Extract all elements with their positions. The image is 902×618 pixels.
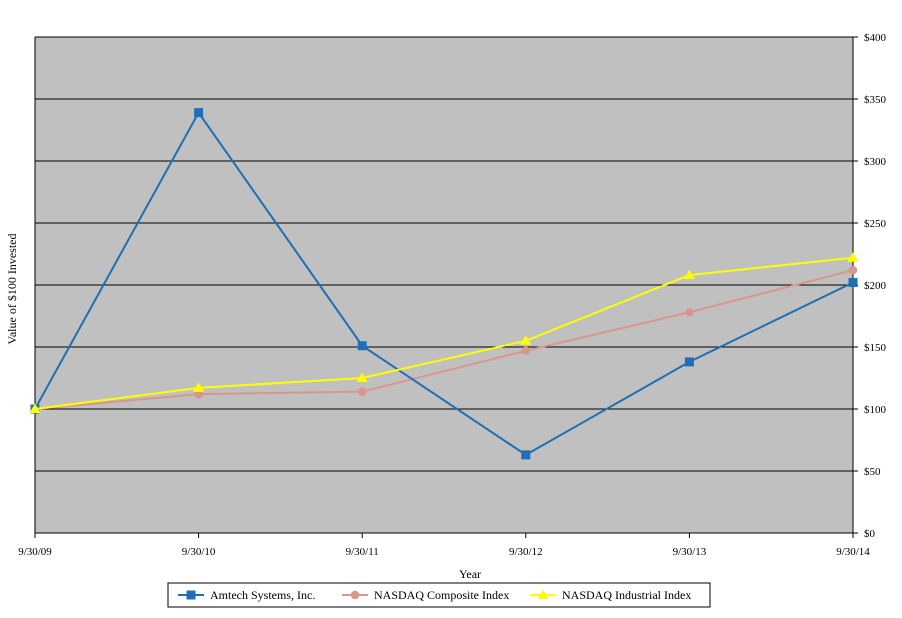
legend-label: NASDAQ Composite Index xyxy=(374,588,509,602)
x-tick-label: 9/30/09 xyxy=(18,546,52,558)
x-tick-label: 9/30/12 xyxy=(509,546,543,558)
legend-marker xyxy=(537,589,549,599)
x-axis-ticks: 9/30/09 9/30/10 9/30/11 9/30/12 9/30/13 9/30/… xyxy=(18,533,870,558)
data-point xyxy=(357,341,367,351)
y-tick-label: $350 xyxy=(864,94,887,106)
data-point xyxy=(684,357,694,367)
data-point xyxy=(358,387,367,396)
series-layer xyxy=(29,108,859,460)
series-2 xyxy=(29,252,859,413)
y-axis-title: Value of $100 Invested xyxy=(5,234,19,345)
x-tick-label: 9/30/11 xyxy=(346,546,379,558)
data-point xyxy=(521,346,530,355)
data-point xyxy=(193,382,205,392)
data-point xyxy=(29,403,41,413)
x-tick-label: 9/30/13 xyxy=(673,546,707,558)
data-point xyxy=(194,389,203,399)
x-tick-label: 9/30/14 xyxy=(836,546,870,558)
y-tick-label: $0 xyxy=(864,528,876,540)
legend-marker xyxy=(350,590,360,600)
y-tick-label: $400 xyxy=(864,32,887,44)
legend: Amtech Systems, Inc. NASDAQ Composite Ind… xyxy=(167,582,711,608)
x-tick-label: 9/30/10 xyxy=(182,546,216,558)
data-point xyxy=(194,108,204,118)
y-tick-label: $50 xyxy=(864,466,881,478)
data-point xyxy=(848,265,858,275)
data-point xyxy=(683,269,695,280)
y-axis-ticks: $0 $50 $100 $150 $200 $250 $300 $350 $400 xyxy=(853,32,887,540)
data-point xyxy=(685,308,694,317)
legend-box xyxy=(167,582,711,608)
data-point xyxy=(847,252,859,262)
y-tick-label: $200 xyxy=(864,280,887,292)
legend-marker xyxy=(186,590,196,600)
series-line xyxy=(34,256,854,410)
series-line xyxy=(34,110,854,457)
series-line xyxy=(34,269,854,410)
legend-label: Amtech Systems, Inc. xyxy=(210,588,315,602)
y-tick-label: $150 xyxy=(864,342,887,354)
x-axis-title: Year xyxy=(459,567,481,581)
y-tick-label: $300 xyxy=(864,156,887,168)
y-tick-label: $250 xyxy=(864,218,887,230)
y-tick-label: $100 xyxy=(864,404,887,416)
data-point xyxy=(521,450,531,460)
data-point xyxy=(520,335,532,345)
data-point xyxy=(356,372,368,382)
data-point xyxy=(848,278,858,288)
legend-label: NASDAQ Industrial Index xyxy=(562,588,691,602)
